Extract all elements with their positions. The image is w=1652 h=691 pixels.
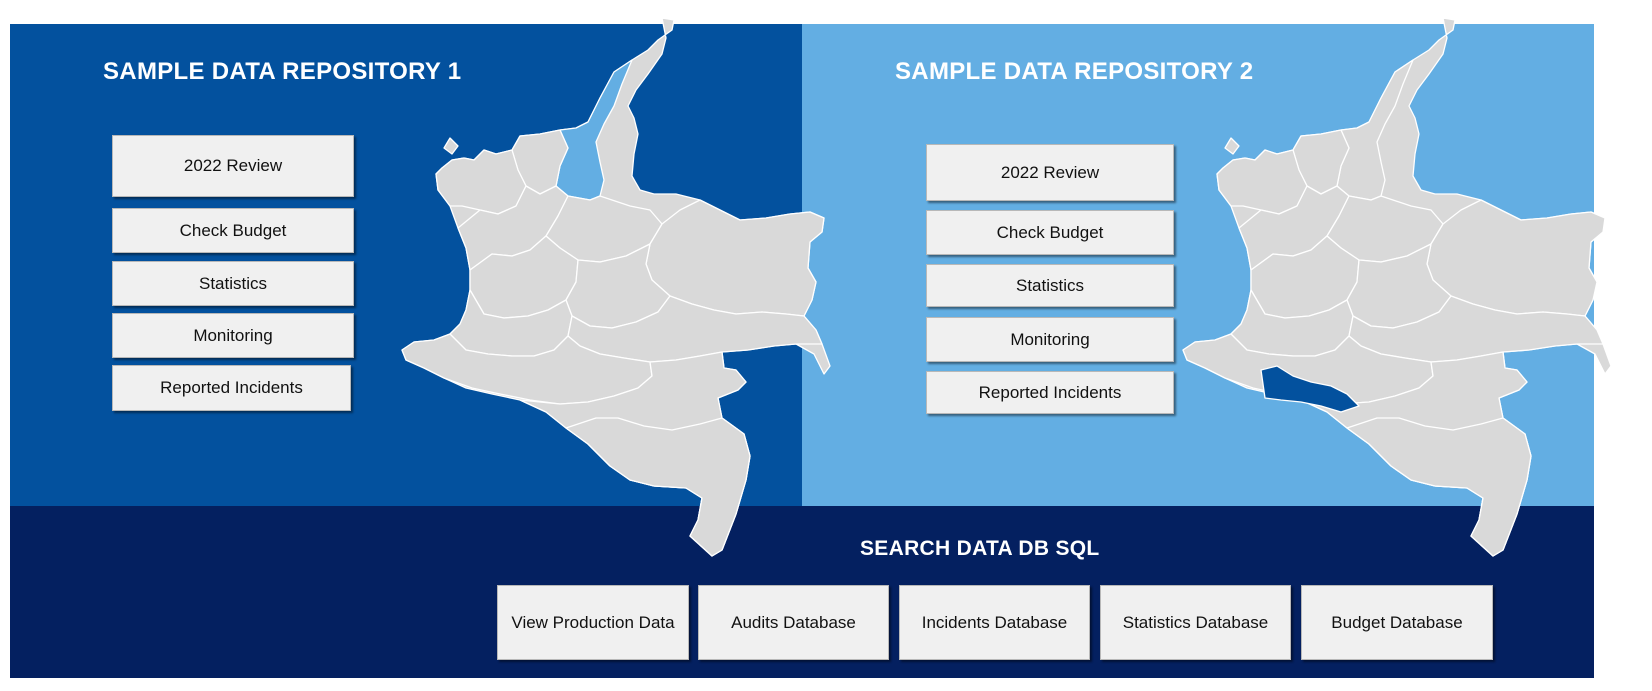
repository-2-title: SAMPLE DATA REPOSITORY 2	[895, 58, 1254, 85]
view-production-data-button[interactable]: View Production Data	[497, 585, 689, 660]
repo-1-monitoring-button[interactable]: Monitoring	[112, 313, 354, 358]
colombia-map-2-svg	[1182, 17, 1612, 557]
colombia-map-1	[400, 10, 870, 570]
repo-2-review-button[interactable]: 2022 Review	[926, 144, 1174, 201]
colombia-map-2	[1180, 10, 1652, 570]
repo-1-statistics-button[interactable]: Statistics	[112, 261, 354, 306]
repo-2-monitoring-button[interactable]: Monitoring	[926, 317, 1174, 362]
audits-database-button[interactable]: Audits Database	[698, 585, 889, 660]
budget-database-button[interactable]: Budget Database	[1301, 585, 1493, 660]
statistics-database-button[interactable]: Statistics Database	[1100, 585, 1291, 660]
repo-2-check-budget-button[interactable]: Check Budget	[926, 210, 1174, 255]
repo-2-statistics-button[interactable]: Statistics	[926, 264, 1174, 307]
repo-1-reported-incidents-button[interactable]: Reported Incidents	[112, 365, 351, 411]
colombia-map-1-svg	[401, 17, 831, 557]
repo-1-check-budget-button[interactable]: Check Budget	[112, 208, 354, 253]
repository-1-title: SAMPLE DATA REPOSITORY 1	[103, 58, 462, 85]
incidents-database-button[interactable]: Incidents Database	[899, 585, 1090, 660]
search-title: SEARCH DATA DB SQL	[860, 537, 1100, 560]
repo-2-reported-incidents-button[interactable]: Reported Incidents	[926, 371, 1174, 414]
repo-1-review-button[interactable]: 2022 Review	[112, 135, 354, 197]
